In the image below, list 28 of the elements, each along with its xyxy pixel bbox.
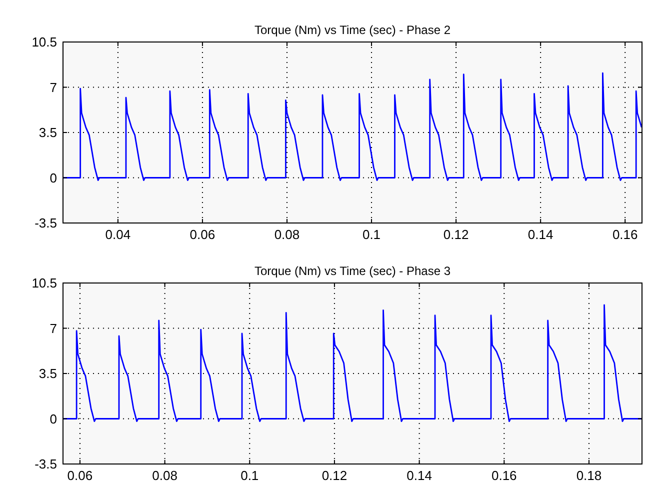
x-tick-label: 0.18 [576,468,602,483]
x-tick-label: 0.08 [152,468,178,483]
y-tick-label: 0 [50,170,57,186]
y-tick-label: -3.5 [34,216,57,231]
x-tick-label: 0.1 [362,227,381,242]
chart-title: Torque (Nm) vs Time (sec) - Phase 2 [254,23,451,37]
x-tick-label: 0.06 [190,227,216,242]
x-tick-label: 0.14 [528,227,554,242]
y-tick-label: 3.5 [38,125,57,140]
y-tick-label: -3.5 [34,456,57,472]
line-series [62,304,643,422]
x-tick-label: 0.14 [406,468,432,483]
chart-title: Torque (Nm) vs Time (sec) - Phase 3 [254,264,451,278]
y-tick-label: 10.5 [32,276,57,291]
x-tick-label: 0.04 [105,227,131,242]
x-tick-label: 0.08 [274,227,300,242]
y-tick-label: 7 [50,320,57,336]
x-tick-label: 0.12 [322,468,348,483]
x-tick-label: 0.12 [443,227,469,242]
x-tick-label: 0.06 [67,468,93,483]
y-tick-label: 10.5 [32,34,57,50]
x-tick-label: 0.16 [612,227,638,242]
y-tick-label: 0 [50,411,57,426]
x-tick-label: 0.1 [240,468,259,483]
x-tick-label: 0.16 [491,468,517,483]
line-series [62,72,642,182]
y-tick-label: 7 [50,80,57,95]
y-tick-label: 3.5 [38,366,57,382]
